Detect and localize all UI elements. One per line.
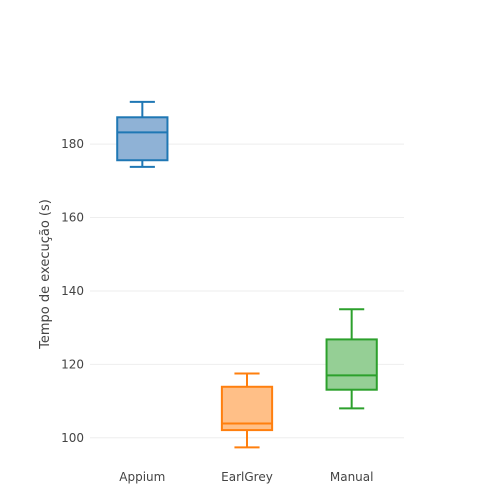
y-tick-label: 100 [61,431,84,445]
iqr-box [116,116,169,162]
x-tick-label: Appium [119,470,165,484]
y-tick-label: 120 [61,357,84,371]
y-tick-label: 140 [61,284,84,298]
box-manual [325,308,378,410]
x-tick-labels: Appium EarlGrey Manual [119,470,373,484]
x-tick-label: Manual [330,470,374,484]
box-appium [116,100,169,168]
box-earlgrey [220,372,274,449]
box-plots [116,100,378,449]
iqr-box [325,338,378,391]
y-tick-labels: 100 120 140 160 180 [61,137,84,445]
x-tick-label: EarlGrey [221,470,273,484]
y-tick-label: 180 [61,137,84,151]
y-tick-label: 160 [61,211,84,225]
y-axis-title: Tempo de execução (s) [38,199,53,350]
